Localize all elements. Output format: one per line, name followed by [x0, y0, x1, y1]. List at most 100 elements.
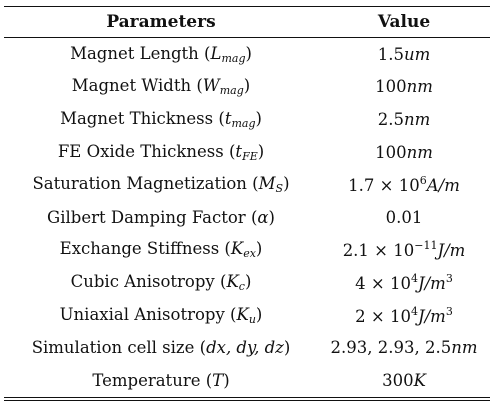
parameter-symbol-subscript: u — [249, 313, 256, 326]
value-cell: 0.01 — [318, 201, 490, 234]
table-row: Uniaxial Anisotropy (Ku) 2 × 104J/m3 — [4, 299, 490, 332]
parameter-label: Gilbert Damping Factor — [47, 208, 246, 227]
parameter-cell: Magnet Length (Lmag) — [4, 38, 318, 71]
value-unit: um — [404, 45, 430, 64]
value-unit: J/m — [418, 307, 446, 326]
value-number: 100 — [375, 143, 407, 162]
symbol-close: ) — [269, 208, 275, 227]
symbol-close: ) — [255, 109, 261, 128]
value-cell: 100nm — [318, 136, 490, 169]
value-unit: nm — [451, 338, 477, 357]
value-number: 1.5 — [378, 45, 404, 64]
parameter-symbol: K — [226, 272, 238, 291]
value-number: 4 × 10 — [355, 274, 411, 293]
value-number: 0.01 — [386, 208, 423, 227]
table-row: Temperature (T) 300K — [4, 364, 490, 397]
value-unit: J/m — [418, 274, 446, 293]
parameter-cell: Simulation cell size (dx, dy, dz) — [4, 331, 318, 364]
symbol-close: ) — [284, 338, 290, 357]
value-unit: A/m — [427, 176, 460, 195]
value-number: 300 — [382, 371, 414, 390]
symbol-close: ) — [283, 174, 289, 193]
header-row: Parameters Value — [4, 7, 490, 37]
parameter-label: Cubic Anisotropy — [71, 272, 215, 291]
parameter-symbol: W — [203, 76, 220, 95]
value-number: 2.5 — [378, 110, 404, 129]
table-row: Magnet Length (Lmag) 1.5um — [4, 38, 490, 71]
parameter-symbol-subscript: mag — [220, 84, 244, 97]
table: Parameters Value — [4, 7, 490, 37]
parameter-cell: Exchange Stiffness (Kex) — [4, 234, 318, 267]
header-value: Value — [318, 7, 490, 37]
parameter-symbol: dx, dy, dz — [206, 338, 284, 357]
value-number: 100 — [375, 77, 407, 96]
value-exponent: 4 — [411, 305, 418, 318]
value-unit-exponent: 3 — [446, 272, 453, 285]
value-exponent: 4 — [411, 272, 418, 285]
parameter-label: Uniaxial Anisotropy — [60, 305, 225, 324]
parameter-cell: Cubic Anisotropy (Kc) — [4, 266, 318, 299]
value-cell: 2.1 × 10−11J/m — [318, 234, 490, 267]
parameter-label: Magnet Width — [72, 76, 191, 95]
value-number: 2.1 × 10 — [343, 241, 415, 260]
table-row: Exchange Stiffness (Kex) 2.1 × 10−11J/m — [4, 234, 490, 267]
parameter-symbol: K — [231, 239, 243, 258]
value-cell: 300K — [318, 364, 490, 397]
parameter-symbol-subscript: mag — [221, 52, 245, 65]
value-unit: K — [414, 371, 426, 390]
value-cell: 100nm — [318, 71, 490, 104]
table-row: Simulation cell size (dx, dy, dz) 2.93, 2… — [4, 331, 490, 364]
header-parameters: Parameters — [4, 7, 318, 37]
bottom-rule-1 — [4, 397, 490, 398]
symbol-close: ) — [223, 371, 229, 390]
value-number: 2.93, 2.93, 2.5 — [331, 338, 452, 357]
value-unit: nm — [407, 77, 433, 96]
value-number: 1.7 × 10 — [348, 176, 420, 195]
parameter-symbol: L — [210, 44, 221, 63]
value-cell: 1.5um — [318, 38, 490, 71]
parameter-symbol: α — [257, 208, 268, 227]
parameter-symbol: M — [259, 174, 276, 193]
parameter-label: Magnet Length — [70, 44, 199, 63]
parameter-symbol-subscript: mag — [231, 117, 255, 130]
parameter-label: Simulation cell size — [32, 338, 195, 357]
parameter-symbol-subscript: S — [276, 182, 284, 195]
parameter-label: Saturation Magnetization — [32, 174, 246, 193]
parameter-label: FE Oxide Thickness — [58, 142, 224, 161]
table-row: Gilbert Damping Factor (α) 0.01 — [4, 201, 490, 234]
value-exponent: 6 — [420, 174, 427, 187]
parameter-cell: Saturation Magnetization (MS) — [4, 168, 318, 201]
value-unit: nm — [404, 110, 430, 129]
value-cell: 1.7 × 106A/m — [318, 168, 490, 201]
table-row: Magnet Thickness (tmag) 2.5nm — [4, 103, 490, 136]
parameter-symbol-subscript: ex — [243, 247, 256, 260]
value-cell: 2 × 104J/m3 — [318, 299, 490, 332]
parameter-label: Temperature — [92, 371, 200, 390]
symbol-close: ) — [245, 272, 251, 291]
value-unit-exponent: 3 — [446, 305, 453, 318]
parameter-symbol: K — [236, 305, 248, 324]
value-number: 2 × 10 — [355, 307, 411, 326]
parameter-symbol: T — [212, 371, 223, 390]
table-row: Magnet Width (Wmag) 100nm — [4, 71, 490, 104]
symbol-close: ) — [244, 76, 250, 95]
parameter-cell: Magnet Thickness (tmag) — [4, 103, 318, 136]
parameter-cell: Uniaxial Anisotropy (Ku) — [4, 299, 318, 332]
parameter-symbol-subscript: FE — [242, 150, 258, 163]
value-cell: 2.93, 2.93, 2.5nm — [318, 331, 490, 364]
symbol-close: ) — [245, 44, 251, 63]
parameter-cell: Gilbert Damping Factor (α) — [4, 201, 318, 234]
bottom-rule-2 — [4, 400, 490, 401]
parameter-cell: Temperature (T) — [4, 364, 318, 397]
parameter-label: Magnet Thickness — [60, 109, 213, 128]
value-cell: 4 × 104J/m3 — [318, 266, 490, 299]
parameter-label: Exchange Stiffness — [60, 239, 220, 258]
parameter-cell: FE Oxide Thickness (tFE) — [4, 136, 318, 169]
table-body: Magnet Length (Lmag) 1.5um Magnet Width (W… — [4, 38, 490, 397]
table-row: FE Oxide Thickness (tFE) 100nm — [4, 136, 490, 169]
value-unit: J/m — [437, 241, 465, 260]
symbol-close: ) — [256, 305, 262, 324]
parameter-cell: Magnet Width (Wmag) — [4, 71, 318, 104]
value-cell: 2.5nm — [318, 103, 490, 136]
value-exponent: −11 — [414, 239, 437, 252]
